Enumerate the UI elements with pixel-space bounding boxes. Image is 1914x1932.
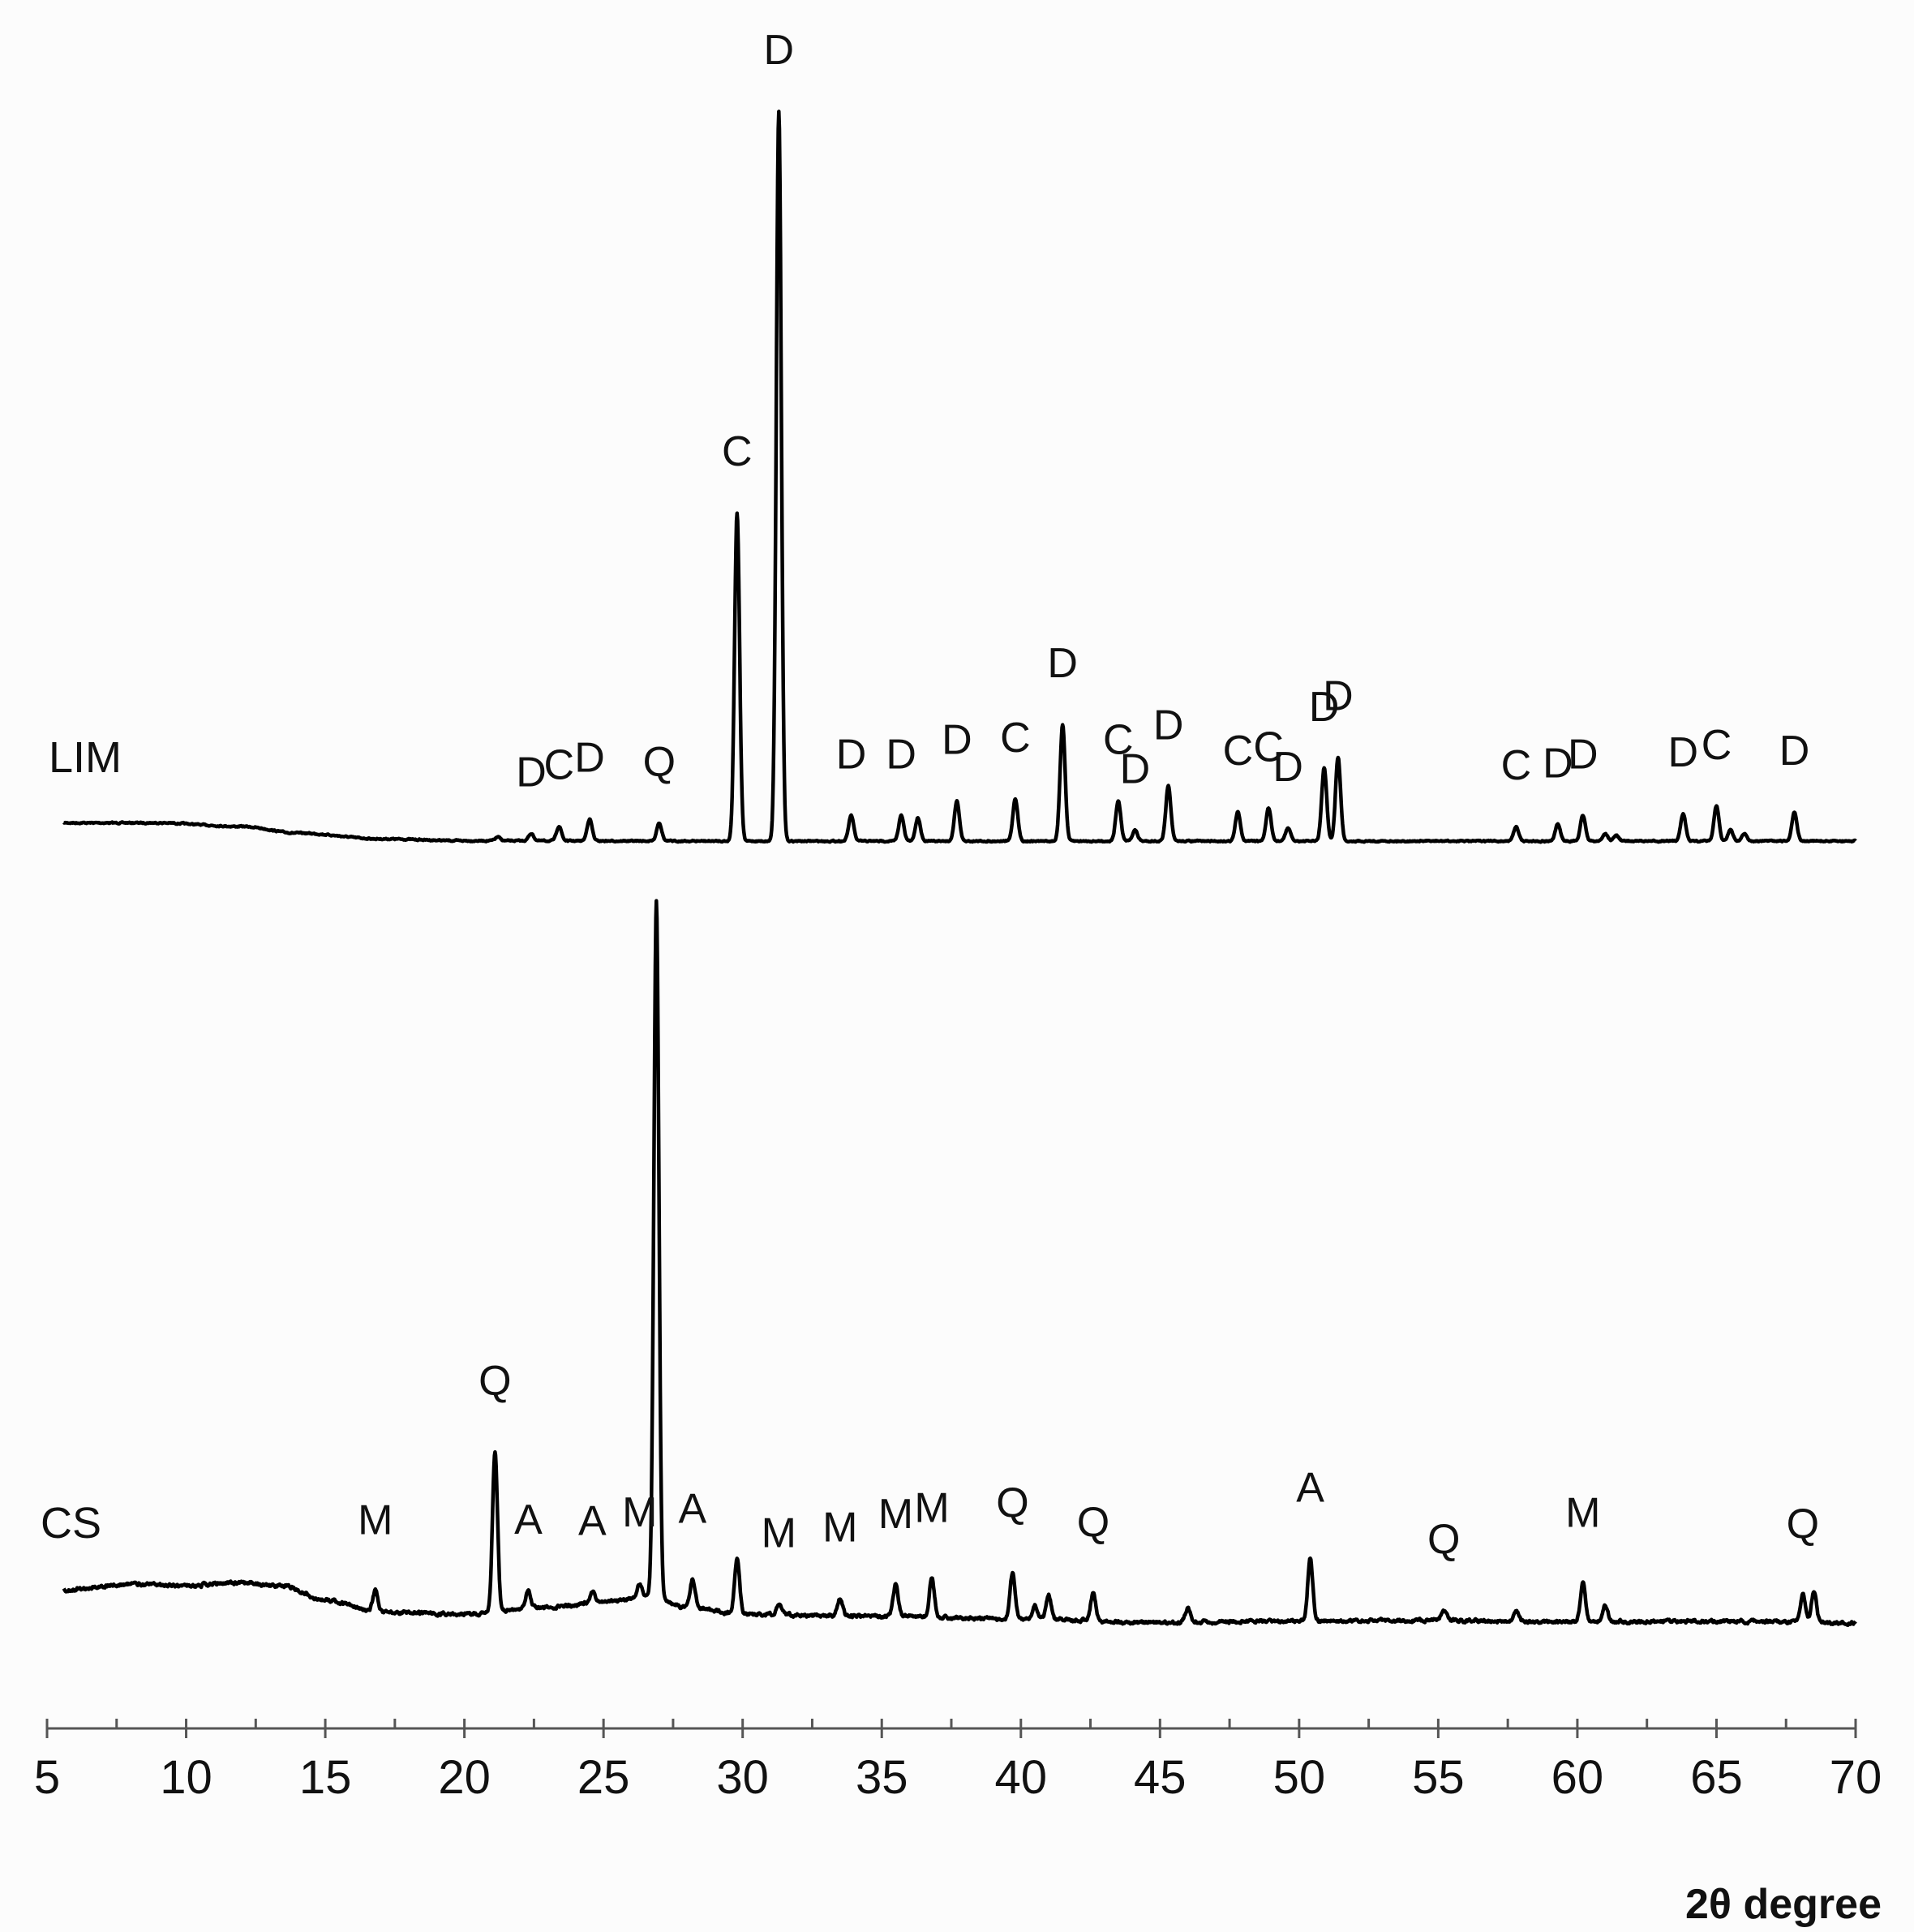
cs-peak-label: Q bbox=[1787, 1501, 1819, 1548]
cs-trace-line bbox=[62, 899, 1857, 1627]
x-axis-ticks: 5 10 15 20 25 30 35 40 45 50 55 60 65 70 bbox=[34, 1719, 1882, 1804]
lim-peak-label: D bbox=[516, 749, 547, 796]
x-tick-label: 30 bbox=[716, 1751, 769, 1804]
x-tick-label: 20 bbox=[438, 1751, 491, 1804]
x-tick-label: 60 bbox=[1551, 1751, 1604, 1804]
lim-peak-label: D bbox=[1543, 740, 1573, 787]
cs-peak-label: A bbox=[578, 1498, 607, 1545]
lim-peak-label: Q bbox=[643, 738, 676, 785]
lim-peak-label: D bbox=[886, 732, 916, 779]
x-tick-label: 50 bbox=[1273, 1751, 1326, 1804]
cs-peak-label: Q bbox=[478, 1358, 511, 1405]
cs-peak-label: M bbox=[762, 1510, 796, 1557]
lim-peak-label: D bbox=[1668, 729, 1699, 776]
x-tick-label: 5 bbox=[34, 1751, 60, 1804]
lim-peak-label: D bbox=[1153, 702, 1184, 749]
lim-trace-line bbox=[62, 109, 1857, 844]
cs-peak-label: A bbox=[514, 1496, 543, 1543]
lim-peak-label: C bbox=[1223, 728, 1254, 775]
x-tick-label: 55 bbox=[1412, 1751, 1465, 1804]
cs-peak-label: A bbox=[1296, 1464, 1324, 1511]
cs-peak-label: Q bbox=[996, 1479, 1028, 1526]
x-tick-label: 15 bbox=[299, 1751, 352, 1804]
cs-peak-label: M bbox=[358, 1496, 393, 1543]
cs-peak-label: M bbox=[878, 1491, 913, 1538]
lim-peak-label: C bbox=[1103, 717, 1134, 764]
x-tick-label: 10 bbox=[160, 1751, 212, 1804]
lim-peak-label: D bbox=[1568, 732, 1599, 779]
lim-peak-label: D bbox=[1120, 746, 1151, 793]
lim-peak-label: D bbox=[836, 732, 867, 779]
lim-peak-label: D bbox=[942, 717, 972, 764]
lim-peak-label: D bbox=[1779, 728, 1810, 775]
series-label-cs: CS bbox=[41, 1499, 101, 1548]
cs-peak-label: M bbox=[914, 1484, 949, 1531]
x-tick-label: 25 bbox=[577, 1751, 630, 1804]
x-tick-label: 45 bbox=[1134, 1751, 1187, 1804]
lim-peak-label: D bbox=[1323, 673, 1354, 720]
x-axis: 5 10 15 20 25 30 35 40 45 50 55 60 65 70 bbox=[34, 1719, 1882, 1804]
x-tick-label: 35 bbox=[856, 1751, 908, 1804]
lim-peak-label: D bbox=[1272, 744, 1303, 791]
lim-peak-label: C bbox=[1253, 724, 1284, 771]
x-tick-label: 70 bbox=[1830, 1751, 1882, 1804]
x-tick-label: 40 bbox=[995, 1751, 1048, 1804]
cs-peak-label: M bbox=[622, 1489, 657, 1536]
series-label-lim: LIM bbox=[49, 733, 122, 782]
lim-peak-label: D bbox=[764, 27, 795, 74]
cs-peak-label: M bbox=[1565, 1489, 1600, 1536]
cs-peak-label: A bbox=[679, 1485, 707, 1532]
cs-peak-label: Q bbox=[1427, 1516, 1460, 1563]
cs-peak-label: M bbox=[822, 1505, 857, 1552]
lim-peak-label: D bbox=[1047, 640, 1078, 687]
lim-peak-label: C bbox=[1000, 715, 1031, 762]
lim-peak-label: C bbox=[722, 428, 753, 475]
lim-peak-label: D bbox=[574, 735, 605, 782]
lim-peak-label: C bbox=[1501, 742, 1532, 789]
lim-peak-label: C bbox=[544, 742, 575, 789]
lim-peak-label: D bbox=[1309, 684, 1340, 731]
lim-peak-label: C bbox=[1702, 722, 1732, 769]
cs-peak-label: Q bbox=[1077, 1499, 1109, 1546]
x-tick-label: 65 bbox=[1690, 1751, 1743, 1804]
x-axis-label: 2θ degree bbox=[1685, 1881, 1882, 1928]
